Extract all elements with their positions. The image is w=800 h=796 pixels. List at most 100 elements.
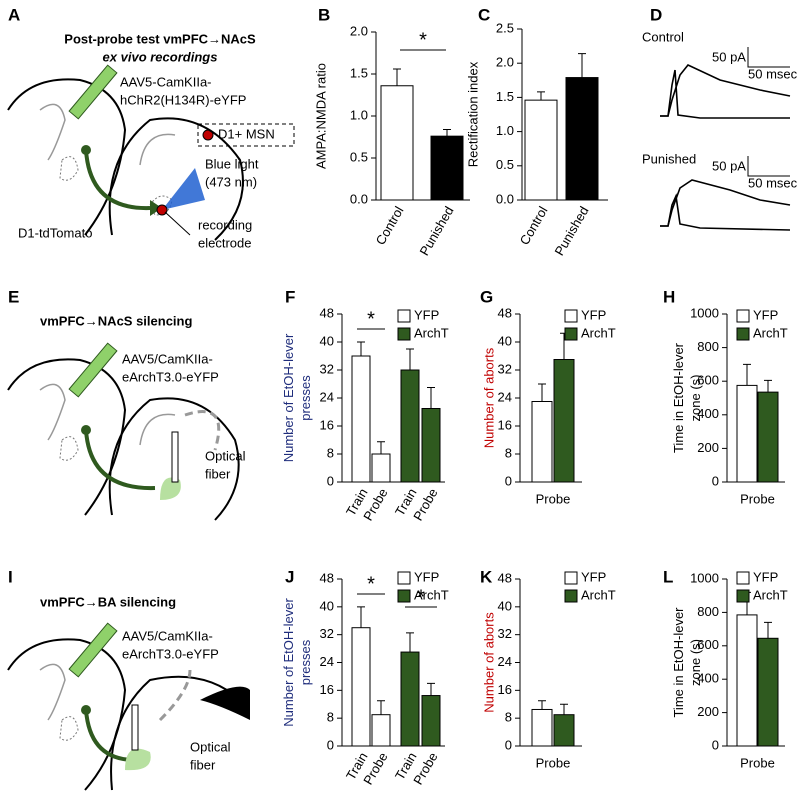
y-tick-label: 48 <box>498 305 512 320</box>
legend-swatch <box>736 327 750 341</box>
y-axis-label: zone (s) <box>688 375 703 422</box>
panel-letter: K <box>480 567 493 586</box>
chart: F Number of EtOH-lever presses 0 8 16 24 32 40 48… <box>281 287 449 523</box>
error-bar <box>377 441 385 454</box>
error-bar <box>393 68 401 86</box>
bar <box>736 614 758 747</box>
light-cone <box>125 748 151 771</box>
electrode-label: electrode <box>198 235 251 250</box>
y-tick-label: 40 <box>320 598 334 613</box>
panel-letter: J <box>285 567 294 586</box>
chart: G Number of aborts 0 8 16 24 32 40 48 YFP ArchT Pro… <box>480 287 616 506</box>
bar <box>400 369 420 483</box>
fiber-label: Optical <box>190 739 231 754</box>
y-axis-label: Number of aborts <box>481 347 496 448</box>
chart: L Time in EtOH-lever zone (s) 0 200 400 600 800… <box>663 567 788 770</box>
legend-swatch <box>397 309 411 323</box>
legend-label: ArchT <box>753 587 788 602</box>
x-tick-label: Control <box>373 204 407 248</box>
error-bar <box>538 700 546 710</box>
scale-label: 50 msec <box>748 175 798 190</box>
y-tick-label: 0 <box>327 473 334 488</box>
panel-letter: A <box>8 5 20 24</box>
bar <box>553 359 575 483</box>
y-tick-label: 0.0 <box>350 191 368 206</box>
syringe <box>68 342 118 398</box>
virus-label: AAV5/CamKIIa- <box>122 628 213 643</box>
error-bar <box>406 632 414 653</box>
y-tick-label: 0 <box>505 473 512 488</box>
trace-label: Punished <box>642 151 696 166</box>
panel-letter: L <box>663 567 673 586</box>
syringe <box>68 64 118 120</box>
significance-star: * <box>417 586 425 608</box>
projection-arrow <box>84 429 156 491</box>
legend-swatch <box>564 571 578 585</box>
injection-site <box>81 145 91 155</box>
error-bar <box>560 703 568 715</box>
y-tick-label: 0 <box>712 473 719 488</box>
scale-label: 50 msec <box>748 66 798 81</box>
y-tick-label: 600 <box>697 373 719 388</box>
error-bar <box>443 128 451 137</box>
bar <box>421 695 441 747</box>
y-tick-label: 0.0 <box>496 191 514 206</box>
x-tick-label: Punished <box>416 204 456 258</box>
blue-light <box>162 168 205 210</box>
y-tick-label: 32 <box>498 626 512 641</box>
y-tick-label: 40 <box>320 333 334 348</box>
y-tick-label: 400 <box>697 406 719 421</box>
y-tick-label: 1.0 <box>350 107 368 122</box>
fiber-label: fiber <box>205 466 231 481</box>
scale-bar <box>747 47 790 68</box>
legend-swatch <box>736 589 750 603</box>
legend-swatch <box>397 327 411 341</box>
brain-region <box>139 133 176 166</box>
legend-label: YFP <box>414 307 439 322</box>
error-bar <box>764 621 772 639</box>
bar <box>553 714 575 747</box>
x-tick-label: Punished <box>551 204 591 258</box>
y-tick-label: 400 <box>697 671 719 686</box>
legend-label: ArchT <box>414 587 449 602</box>
light-label: Blue light <box>205 156 259 171</box>
x-tick-label: Probe <box>536 491 571 506</box>
error-bar <box>406 348 414 370</box>
panel-i: I vmPFC→BA silencing AAV5/CamKIIa- eArch… <box>7 567 250 791</box>
y-axis-label: Number of aborts <box>481 612 496 713</box>
y-axis-label: AMPA:NMDA ratio <box>313 63 328 169</box>
projection-arrow <box>84 709 136 762</box>
y-tick-label: 0 <box>505 737 512 752</box>
light-cone <box>160 477 181 500</box>
error-bar <box>427 682 435 696</box>
bar <box>400 651 420 747</box>
bar <box>351 627 371 747</box>
panel-title: Post-probe test vmPFC→NAcS <box>64 31 256 46</box>
legend-swatch <box>397 589 411 603</box>
brain-region <box>59 716 79 741</box>
y-tick-label: 16 <box>320 417 334 432</box>
legend-swatch <box>564 309 578 323</box>
y-tick-label: 32 <box>320 361 334 376</box>
injection-site <box>81 425 91 435</box>
light-label: (473 nm) <box>205 174 257 189</box>
bar <box>371 453 391 483</box>
panel-d: D Control Punished 50 pA 50 msec 50 pA 5… <box>642 5 798 231</box>
recorded-cell <box>156 204 168 216</box>
electrode-label: recording <box>198 217 252 232</box>
bar <box>757 391 779 483</box>
bar <box>531 708 553 747</box>
bar <box>524 99 558 201</box>
legend-label: ArchT <box>581 587 616 602</box>
error-bar <box>537 91 545 101</box>
legend-label: D1+ MSN <box>218 126 275 141</box>
panel-letter: E <box>8 287 19 306</box>
y-tick-label: 200 <box>697 704 719 719</box>
bar <box>430 135 464 201</box>
y-tick-label: 48 <box>320 305 334 320</box>
brain-outline <box>108 117 244 241</box>
y-tick-label: 0 <box>327 737 334 752</box>
bar <box>757 637 779 747</box>
error-bar <box>538 383 546 402</box>
brain-region <box>39 103 66 161</box>
